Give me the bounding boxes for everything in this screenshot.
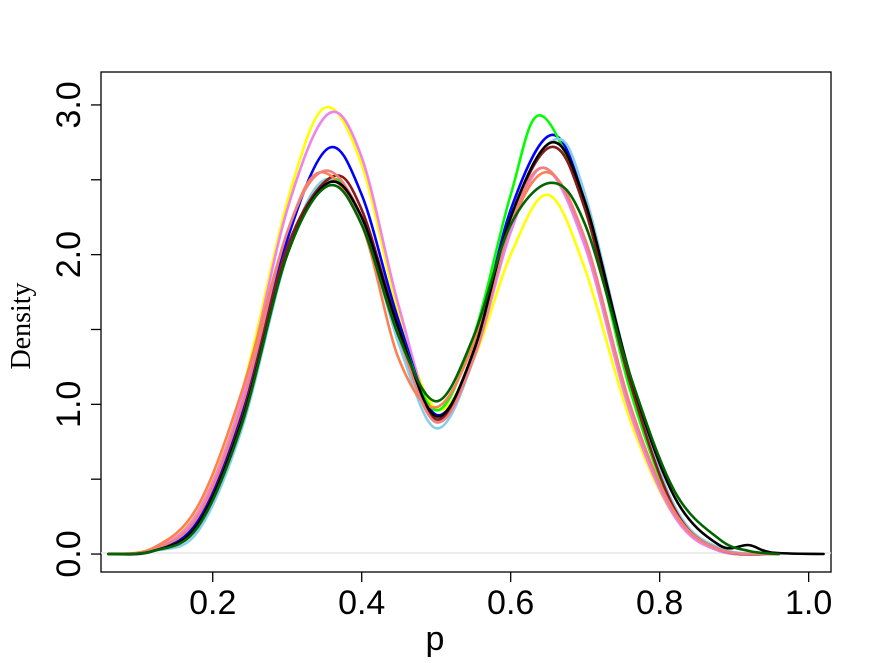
x-tick-label: 1.0	[785, 584, 832, 622]
x-tick-label: 0.4	[338, 584, 385, 622]
y-tick-label: 1.0	[50, 381, 88, 428]
density-curve-1	[107, 105, 781, 556]
x-axis-title: p	[426, 620, 445, 658]
density-curve-10	[107, 181, 781, 556]
x-tick-label: 0.8	[636, 584, 683, 622]
x-tick-label: 0.2	[189, 584, 236, 622]
plot-frame	[100, 71, 832, 573]
y-tick-label: 3.0	[50, 81, 88, 128]
y-tick-label: 2.0	[50, 231, 88, 278]
x-tick-label: 0.6	[487, 584, 534, 622]
series-layer	[107, 105, 825, 556]
x-axis: 0.2 0.4 0.6 0.8 1.0	[189, 572, 832, 622]
y-axis-title: Density	[6, 282, 37, 369]
density-curve-8	[107, 166, 781, 556]
y-axis: 0.0 1.0 2.0 3.0	[50, 81, 101, 578]
y-tick-label: 0.0	[50, 530, 88, 577]
density-curve-2	[107, 110, 781, 556]
